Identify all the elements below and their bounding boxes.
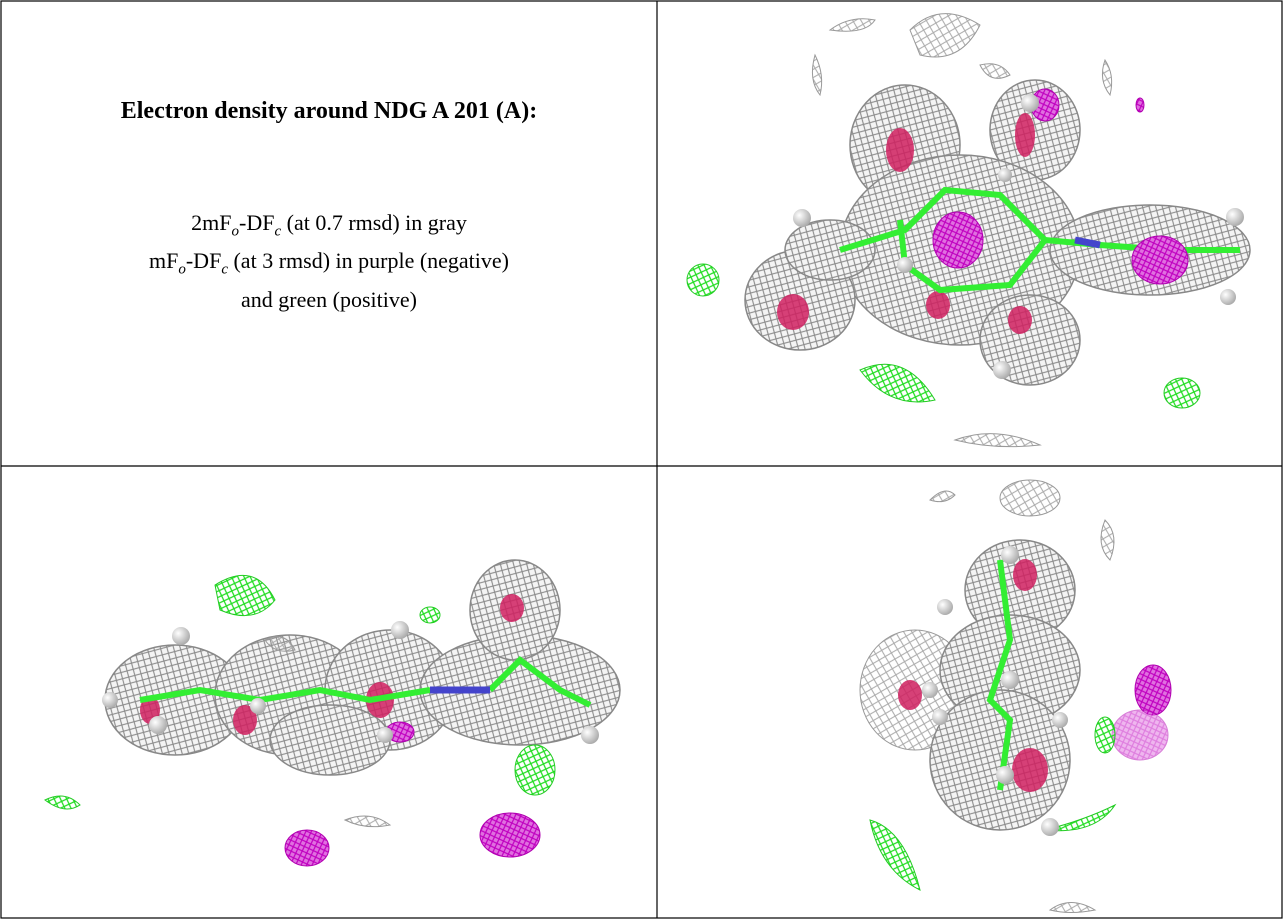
caption-text: (at 0.7 rmsd) in gray <box>281 210 467 235</box>
caption-line: 2mFo-DFc (at 0.7 rmsd) in gray <box>2 208 656 246</box>
caption-line: mFo-DFc (at 3 rmsd) in purple (negative) <box>2 246 656 284</box>
subscript: o <box>231 223 240 240</box>
caption-line: and green (positive) <box>2 285 656 314</box>
caption-text: 2mF <box>191 210 232 235</box>
density-view-top <box>686 13 1251 448</box>
subscript: o <box>178 261 186 278</box>
figure-title: Electron density around NDG A 201 (A): <box>120 98 538 124</box>
caption-text: mF <box>149 248 179 274</box>
caption-text: and green (positive) <box>241 286 417 312</box>
caption-text: -DF <box>239 210 275 235</box>
density-view-side <box>44 559 621 867</box>
caption-text: (at 3 rmsd) in purple (negative) <box>227 248 509 274</box>
subscript: c <box>274 223 282 240</box>
caption-text: -DF <box>185 248 222 274</box>
subscript: c <box>221 261 228 278</box>
density-view-end <box>859 479 1172 913</box>
caption: 2mFo-DFc (at 0.7 rmsd) in gray mFo-DFc (… <box>2 208 656 314</box>
legend-cell: Electron density around NDG A 201 (A): 2… <box>2 2 656 465</box>
